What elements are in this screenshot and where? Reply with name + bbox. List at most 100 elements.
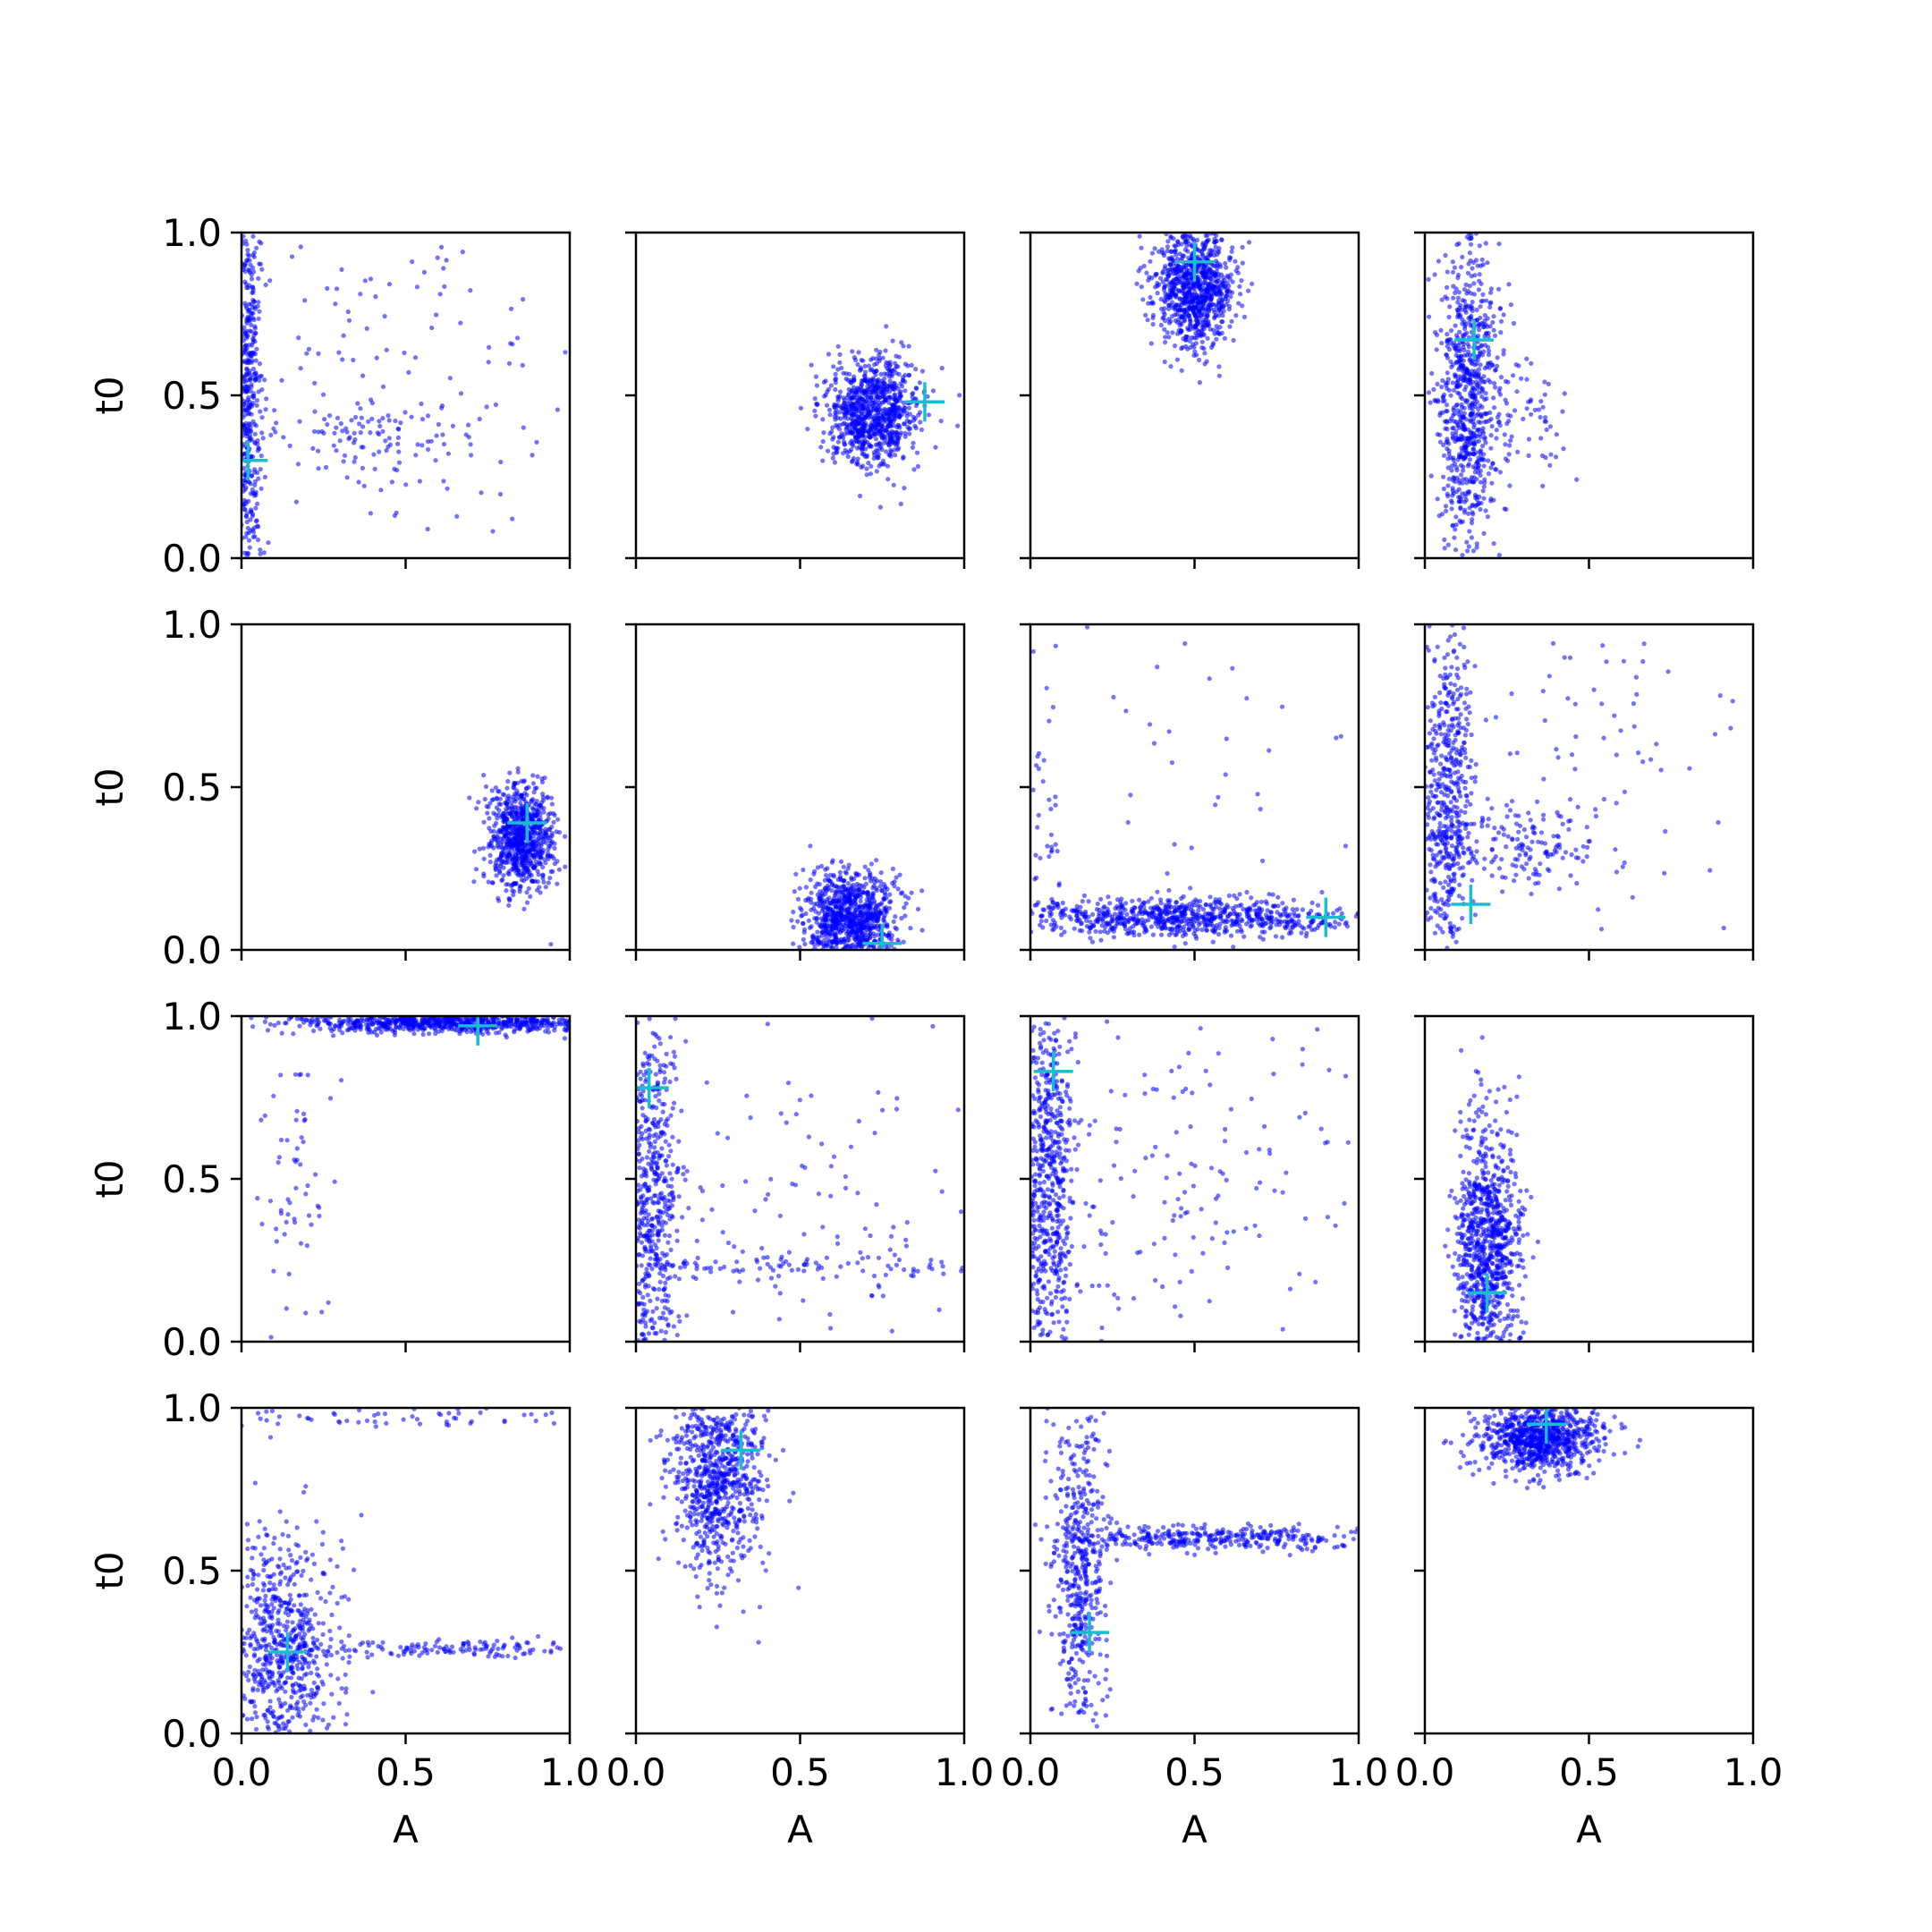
scatter-point xyxy=(505,830,511,835)
scatter-point xyxy=(1451,412,1456,418)
scatter-point xyxy=(377,449,382,454)
scatter-point xyxy=(847,897,852,902)
scatter-point xyxy=(1246,288,1251,293)
scatter-point xyxy=(1562,391,1567,396)
scatter-point xyxy=(1469,535,1474,540)
axes-frame xyxy=(634,623,966,952)
scatter-point xyxy=(1462,308,1468,313)
scatter-point xyxy=(483,784,489,790)
scatter-point xyxy=(1480,426,1486,431)
scatter-point xyxy=(1487,301,1493,306)
scatter-point xyxy=(913,367,919,372)
scatter-point xyxy=(907,431,912,436)
scatter-point xyxy=(1168,249,1174,254)
scatter-point xyxy=(1494,428,1499,433)
scatter-point xyxy=(251,371,257,377)
scatter-point xyxy=(1468,323,1473,328)
scatter-point xyxy=(874,887,879,894)
scatter-point xyxy=(1461,464,1466,470)
scatter-point xyxy=(487,816,492,821)
scatter-point xyxy=(845,416,851,421)
scatter-point xyxy=(246,411,251,417)
scatter-point xyxy=(1441,442,1446,448)
scatter-point xyxy=(1210,288,1216,293)
scatter-point xyxy=(530,805,535,811)
scatter-point xyxy=(875,878,880,884)
scatter-point xyxy=(1216,275,1222,281)
scatter-point xyxy=(841,395,846,401)
scatter-point xyxy=(340,428,345,434)
scatter-point xyxy=(264,396,269,402)
scatter-point xyxy=(901,939,906,945)
scatter-point xyxy=(1486,458,1491,463)
scatter-point xyxy=(792,889,797,894)
scatter-point xyxy=(1206,302,1211,308)
scatter-point xyxy=(1538,436,1544,441)
axes-frame xyxy=(240,231,572,560)
scatter-point xyxy=(1212,249,1217,254)
scatter-point xyxy=(1168,233,1174,239)
scatter-point xyxy=(485,810,490,816)
scatter-point xyxy=(1465,436,1470,441)
scatter-point xyxy=(1507,443,1513,448)
scatter-point xyxy=(1140,297,1146,302)
scatter-point xyxy=(1457,374,1462,379)
scatter-point xyxy=(1205,335,1210,341)
scatter-point xyxy=(798,905,803,911)
scatter-point xyxy=(866,409,871,415)
scatter-point xyxy=(851,439,857,445)
scatter-point xyxy=(1429,370,1435,377)
scatter-point xyxy=(1455,300,1461,305)
scatter-point xyxy=(487,860,493,865)
scatter-point xyxy=(1181,284,1186,290)
scatter-point xyxy=(910,445,916,450)
scatter-point xyxy=(863,420,869,426)
scatter-point xyxy=(1428,473,1434,479)
scatter-point xyxy=(873,436,879,442)
scatter-point xyxy=(899,340,904,345)
scatter-point xyxy=(1469,475,1474,480)
scatter-point xyxy=(1227,258,1233,263)
scatter-point xyxy=(1455,457,1461,462)
scatter-point xyxy=(514,867,521,872)
scatter-point xyxy=(252,525,258,530)
scatter-point xyxy=(245,386,250,392)
scatter-point xyxy=(830,913,835,919)
scatter-point xyxy=(838,416,843,421)
scatter-point xyxy=(852,909,858,914)
scatter-point xyxy=(871,883,877,889)
scatter-points xyxy=(242,233,568,558)
scatter-point xyxy=(1187,305,1192,310)
scatter-point xyxy=(1476,321,1482,326)
scatter-point xyxy=(1097,929,1103,935)
scatter-point xyxy=(551,856,556,861)
scatter-point xyxy=(246,267,251,273)
scatter-points xyxy=(798,324,962,510)
scatter-point xyxy=(1172,343,1178,349)
scatter-point xyxy=(510,853,515,859)
scatter-point xyxy=(1479,456,1484,462)
scatter-point xyxy=(1477,278,1482,284)
scatter-point xyxy=(1489,424,1495,429)
scatter-point xyxy=(891,482,896,487)
scatter-point xyxy=(820,417,826,422)
scatter-point xyxy=(563,350,568,355)
scatter-point xyxy=(1487,324,1493,329)
scatter-point xyxy=(517,889,522,894)
scatter-point xyxy=(1179,315,1184,320)
scatter-point xyxy=(252,479,258,485)
scatter-point xyxy=(1233,313,1239,318)
scatter-point xyxy=(869,463,874,469)
scatter-point xyxy=(1193,314,1199,319)
scatter-point xyxy=(1495,355,1500,360)
scatter-point xyxy=(892,447,897,453)
scatter-point xyxy=(1491,314,1496,319)
scatter-point xyxy=(262,377,267,383)
scatter-point xyxy=(1439,297,1445,302)
scatter-point xyxy=(875,378,880,385)
scatter-point xyxy=(871,931,877,936)
scatter-point xyxy=(907,419,912,425)
scatter-point xyxy=(295,462,301,467)
scatter-point xyxy=(1197,308,1202,313)
scatter-point xyxy=(377,423,383,428)
